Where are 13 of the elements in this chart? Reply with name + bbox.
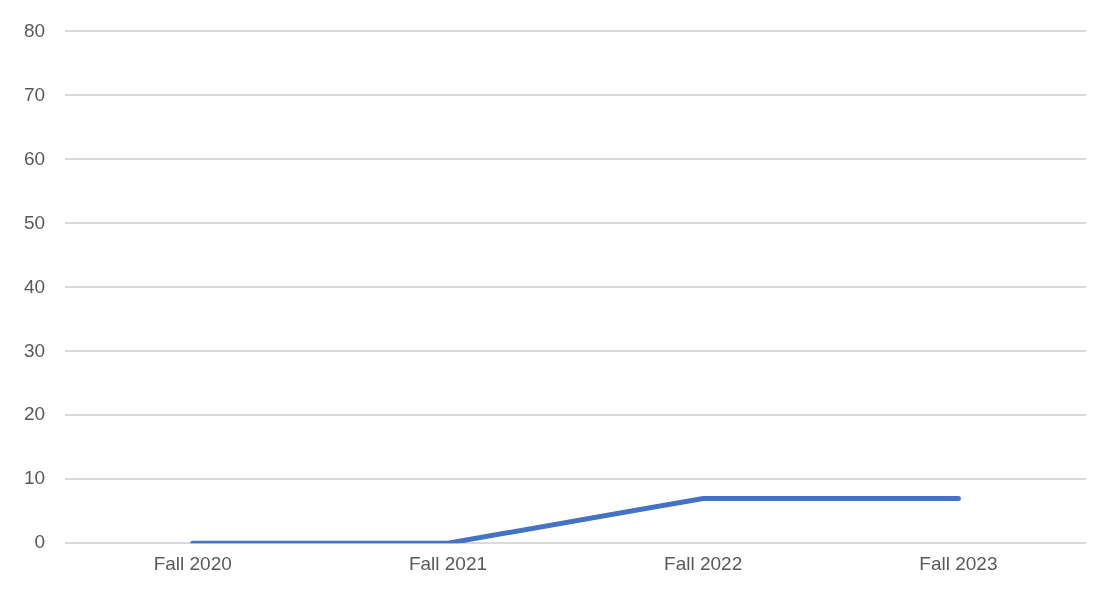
y-tick-label: 50 — [23, 211, 46, 233]
y-tick-label: 10 — [23, 467, 46, 489]
y-tick-label: 20 — [23, 403, 46, 425]
y-tick-label: 70 — [23, 83, 46, 105]
x-tick-label: Fall 2021 — [408, 552, 488, 574]
x-tick-label: Fall 2022 — [664, 552, 743, 574]
x-tick-label: Fall 2023 — [919, 552, 998, 574]
y-tick-label: 40 — [23, 275, 46, 297]
x-tick-label: Fall 2020 — [153, 552, 232, 574]
y-tick-label: 80 — [23, 19, 46, 41]
y-tick-label: 30 — [23, 339, 46, 361]
y-tick-label: 60 — [23, 147, 46, 169]
y-tick-label: 0 — [34, 531, 46, 553]
